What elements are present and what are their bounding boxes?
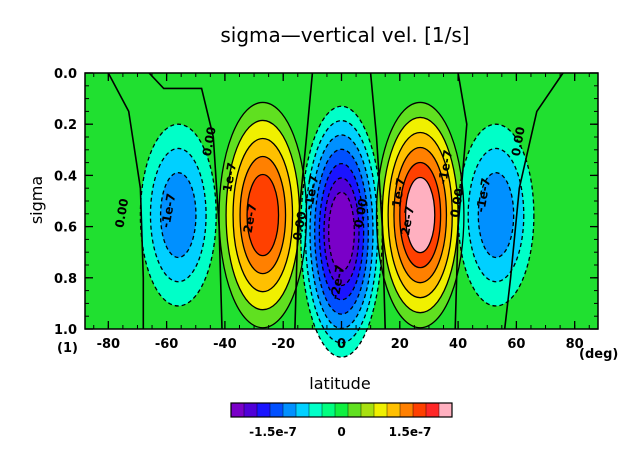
colorbar-tick-label: -1.5e-7 (249, 425, 297, 439)
contour-line (239, 155, 287, 275)
contour-labels: 0.000.00-1e-71e-72e-7-1e-70.00 0.00-2e-71… (112, 126, 527, 301)
contour-line (375, 101, 465, 329)
colorbar-swatch (373, 402, 388, 418)
contour-fill (328, 192, 355, 272)
y-tick-label: 0.4 (54, 169, 77, 184)
x-axis-ticks: -80 -60 -40 -20 0 20 40 60 80 (93, 73, 590, 352)
colorbar-tick-label: 1.5e-7 (389, 425, 432, 439)
colorbar-swatch (256, 402, 271, 418)
zero-contour-line (454, 72, 468, 330)
contour-label: -1e-7 (301, 174, 321, 211)
colorbar-swatch (399, 402, 414, 418)
contour-line (232, 137, 294, 293)
contour-line (246, 173, 280, 257)
contour-fill (478, 172, 514, 258)
y-axis-ticks: 0.0 0.2 0.4 0.6 0.8 1.0 (54, 67, 598, 338)
contour-line (457, 123, 535, 307)
contour-line (323, 177, 360, 287)
contour-line (139, 123, 217, 307)
contour-line (318, 162, 365, 301)
colorbar-swatch (412, 402, 427, 418)
x-tick-label: -80 (97, 337, 121, 352)
y-axis-label: sigma (27, 176, 46, 224)
x-unit-label: (deg) (579, 347, 618, 362)
zero-contour-line (503, 72, 564, 330)
y-tick-label: 0.0 (54, 67, 77, 82)
colorbar-swatch (360, 402, 375, 418)
colorbar-swatch (347, 402, 362, 418)
contour-label: 0.00 (351, 197, 370, 229)
contour-line (328, 191, 355, 272)
contour-fill (160, 172, 196, 258)
y-tick-label: 0.8 (54, 272, 77, 287)
y-tick-label: 0.6 (54, 221, 77, 236)
x-tick-label: -60 (155, 337, 179, 352)
contour-label: 0.00 (448, 187, 467, 219)
colorbar-frame (230, 402, 453, 418)
colorbar-swatch (295, 402, 310, 418)
colorbar-swatch (438, 402, 453, 418)
x-tick-label: 20 (391, 337, 409, 352)
zero-contour-line (294, 72, 314, 330)
chart-title: sigma—vertical vel. [1/s] (220, 23, 469, 47)
colorbar-swatch (334, 402, 349, 418)
y-unit-label: (1) (57, 341, 78, 356)
colorbar-swatch (269, 402, 284, 418)
x-tick-label: -20 (271, 337, 295, 352)
zero-contour-line (148, 72, 223, 330)
contour-line (404, 176, 436, 254)
contour-line (149, 147, 207, 283)
contour-label: 1e-7 (389, 177, 408, 209)
contour-line (314, 148, 369, 315)
colorbar-swatch (321, 402, 336, 418)
colorbar (230, 402, 453, 418)
contour-line (159, 172, 197, 259)
contour-line (304, 119, 379, 344)
zero-contour-line (369, 72, 386, 330)
x-tick-label: 80 (566, 337, 584, 352)
colorbar-ticks: -1.5e-7 0 1.5e-7 (249, 425, 431, 439)
contour-label: 1e-7 (220, 161, 239, 193)
x-tick-label: 40 (449, 337, 467, 352)
contour-label: 0.00 (290, 210, 309, 242)
contour-line (477, 172, 515, 259)
x-tick-label: 60 (507, 337, 525, 352)
colorbar-swatch (230, 402, 245, 418)
colorbar-swatch (425, 402, 440, 418)
colorbar-tick-label: 0 (337, 425, 345, 439)
contour-label: -1e-7 (473, 177, 493, 214)
x-axis-label: latitude (309, 374, 370, 393)
contour-line (387, 131, 453, 299)
colorbar-swatch (308, 402, 323, 418)
contour-fill (247, 174, 279, 256)
contour-label: 2e-7 (398, 205, 417, 237)
colorbar-swatch (243, 402, 258, 418)
contour-label: 2e-7 (241, 202, 260, 234)
colorbar-swatch (386, 402, 401, 418)
y-tick-label: 1.0 (54, 323, 77, 338)
contour-label: -2e-7 (328, 264, 348, 301)
contour-label: 0.00 (112, 197, 131, 229)
contour-label: -1e-7 (159, 192, 179, 229)
y-tick-label: 0.2 (54, 118, 77, 133)
contour-line (399, 161, 442, 269)
zero-contour-line (107, 72, 145, 329)
contour-line (393, 146, 448, 284)
x-tick-label: 0 (337, 337, 346, 352)
x-tick-label: -40 (213, 337, 237, 352)
plot-area: 0.000.00-1e-71e-72e-7-1e-70.00 0.00-2e-71… (84, 72, 599, 358)
contour-label: -1e-7 (435, 149, 455, 186)
contour-line (467, 147, 525, 283)
contour-label: 0.00 (509, 126, 528, 158)
contour-label: 0.00 (200, 126, 219, 158)
contour-fill (405, 177, 435, 253)
colorbar-swatch (282, 402, 297, 418)
contour-lines (107, 72, 564, 358)
